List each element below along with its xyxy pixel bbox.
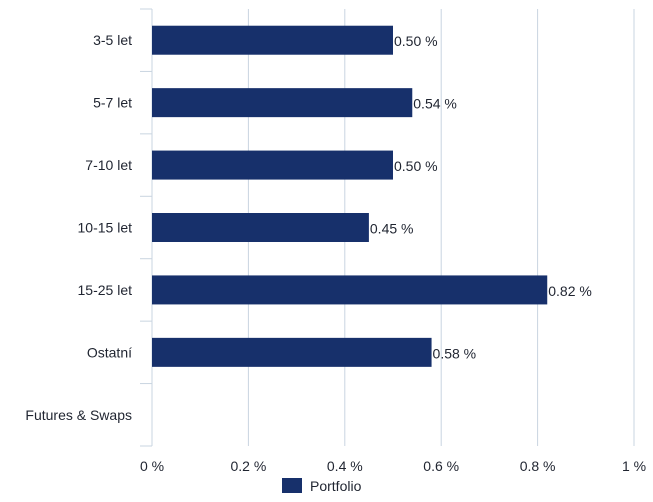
- x-tick-label: 0.2 %: [230, 458, 266, 474]
- legend: Portfolio: [282, 478, 362, 494]
- bar: [152, 88, 413, 118]
- x-tick-label: 0.4 %: [327, 458, 363, 474]
- y-category-label: 3-5 let: [93, 32, 132, 48]
- x-tick-label: 1 %: [622, 458, 646, 474]
- y-category-label: 7-10 let: [85, 157, 132, 173]
- bar: [152, 275, 548, 305]
- y-category-label: Ostatní: [87, 344, 132, 360]
- bar: [152, 337, 432, 367]
- x-tick-label: 0.8 %: [520, 458, 556, 474]
- x-tick-label: 0.6 %: [423, 458, 459, 474]
- bar-data-label: 0.50 %: [394, 158, 438, 174]
- bar-data-label: 0.45 %: [370, 221, 414, 237]
- bar-data-label: 0.82 %: [548, 283, 592, 299]
- y-category-label: 5-7 let: [93, 95, 132, 111]
- legend-swatch: [282, 478, 302, 493]
- labels-layer: 0 % 0.2 % 0.4 % 0.6 % 0.8 % 1 % 3-5 let 0.50 % 5…: [25, 32, 646, 474]
- bar: [152, 150, 393, 180]
- y-category-label: 10-15 let: [78, 220, 133, 236]
- x-tick-label: 0 %: [140, 458, 164, 474]
- bar-data-label: 0.50 %: [394, 33, 438, 49]
- bar-data-label: 0.58 %: [433, 345, 477, 361]
- legend-label: Portfolio: [310, 478, 362, 494]
- y-category-label: 15-25 let: [78, 282, 133, 298]
- y-category-label: Futures & Swaps: [25, 407, 132, 423]
- bar: [152, 25, 393, 55]
- bars-layer: [152, 25, 548, 367]
- bar-data-label: 0.54 %: [413, 96, 457, 112]
- axis-layer: [140, 8, 153, 447]
- bar: [152, 213, 369, 242]
